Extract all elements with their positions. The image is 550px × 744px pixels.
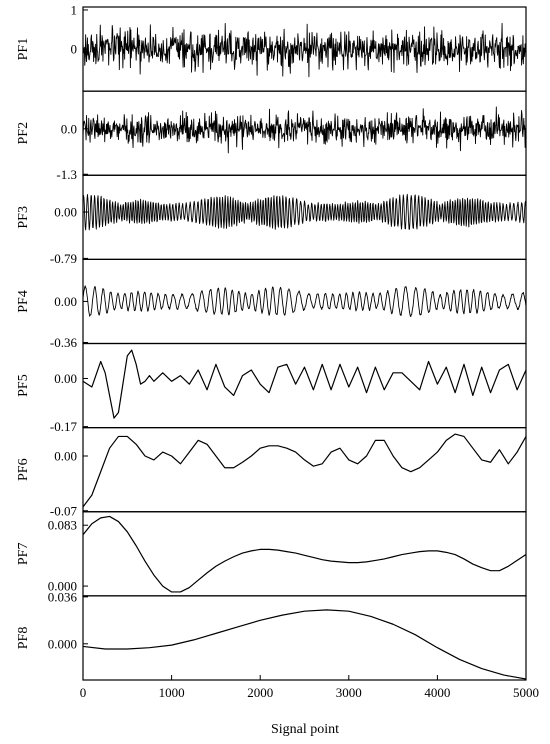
panel-pf7: 0.083 0.000 PF7 (16, 511, 527, 597)
signal-line-pf1 (83, 22, 526, 78)
x-tick-label: 2000 (247, 685, 273, 700)
y-tick-label: -0.17 (50, 419, 78, 434)
x-tick-label: 5000 (513, 685, 539, 700)
x-tick-label: 1000 (159, 685, 185, 700)
signal-line-pf6 (83, 433, 526, 508)
y-tick-label: 0.000 (48, 579, 77, 594)
panel-frame (82, 595, 527, 681)
x-axis-title: Signal point (271, 722, 339, 737)
signal-line-pf7 (83, 515, 526, 593)
panel-frame (82, 342, 527, 429)
y-tick-label: 0 (71, 42, 78, 57)
x-tick-label: 4000 (424, 685, 450, 700)
signal-line-pf3 (83, 193, 526, 231)
y-tick-label: -0.36 (50, 335, 78, 350)
panel-label: PF8 (16, 627, 31, 650)
signal-line-pf5 (83, 349, 526, 419)
panel-label: PF4 (16, 290, 31, 313)
y-tick-label: 0.036 (48, 589, 78, 604)
y-tick-label: -0.07 (50, 503, 78, 518)
panel-frame (82, 427, 527, 513)
x-axis: 0 1000 2000 3000 4000 5000 (80, 675, 539, 700)
panel-pf8: 0.036 0.000 PF8 (16, 589, 527, 681)
signal-line-pf2 (83, 106, 526, 154)
panel-pf1: 1 0 PF1 (16, 2, 527, 92)
panel-pf3: 0.00 -0.79 PF3 (16, 174, 527, 266)
panel-label: PF5 (16, 374, 31, 397)
x-tick-label: 3000 (336, 685, 362, 700)
y-tick-label: 1 (71, 2, 78, 17)
panel-label: PF7 (16, 543, 31, 566)
signal-line-pf8 (83, 609, 526, 680)
panels-layer: 10PF10.0-1.3PF20.00-0.79PF30.00-0.36PF40… (16, 2, 527, 681)
y-tick-label: 0.00 (54, 205, 77, 220)
panel-label: PF6 (16, 458, 31, 481)
x-tick-label: 0 (80, 685, 87, 700)
y-tick-label: -0.79 (50, 251, 77, 266)
y-tick-label: 0.00 (54, 449, 77, 464)
y-tick-label: 0.000 (48, 636, 77, 651)
y-tick-label: -1.3 (56, 167, 77, 182)
y-tick-label: 0.0 (61, 121, 77, 136)
panel-pf6: 0.00 -0.07 PF6 (16, 427, 527, 518)
panel-pf4: 0.00 -0.36 PF4 (16, 258, 527, 350)
panel-pf5: 0.00 -0.17 PF5 (16, 342, 527, 434)
signal-line-pf4 (83, 285, 526, 317)
panel-pf2: 0.0 -1.3 PF2 (16, 90, 527, 182)
y-tick-label: 0.00 (54, 294, 77, 309)
panel-label: PF1 (16, 38, 31, 61)
panel-frame (82, 511, 527, 597)
panel-label: PF2 (16, 122, 31, 145)
y-tick-label: 0.00 (54, 371, 77, 386)
y-tick-label: 0.083 (48, 518, 77, 533)
panel-label: PF3 (16, 206, 31, 229)
